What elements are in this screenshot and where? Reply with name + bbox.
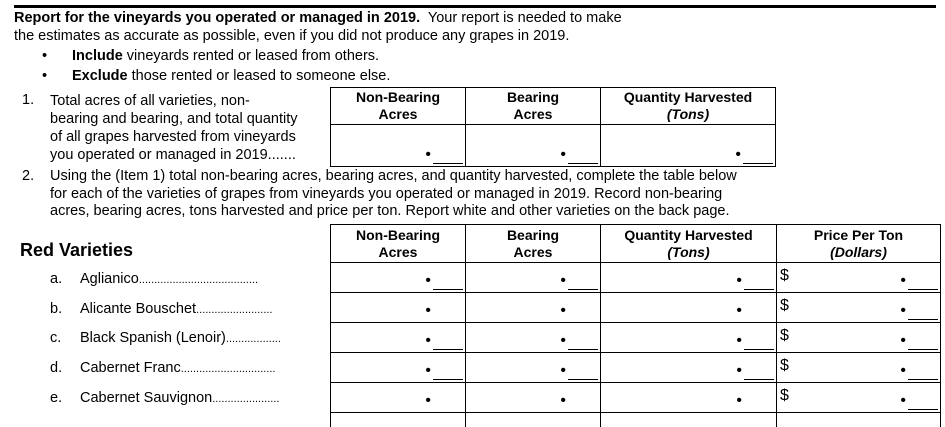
variety-label: a. Aglianico.............................… (50, 271, 259, 287)
decimal-point: • (560, 362, 566, 379)
bullet-exclude: • Exclude those rented or leased to someo… (42, 68, 391, 84)
col-bearing: Bearing Acres (465, 224, 601, 263)
col-bearing: Bearing Acres (465, 87, 601, 125)
variety-label: b. Alicante Bouschet.....................… (50, 300, 273, 317)
cell[interactable] (600, 412, 777, 427)
bearing-input[interactable]: • (465, 322, 601, 353)
intro-line-2: the estimates as accurate as possible, e… (14, 28, 570, 44)
total-bearing-input[interactable]: • (465, 124, 601, 167)
decimal-point: • (736, 392, 742, 409)
top-rule (14, 5, 936, 8)
cell[interactable] (330, 412, 466, 427)
decimal-point: • (560, 392, 566, 409)
col-non-bearing: Non-Bearing Acres (330, 87, 466, 125)
item1-text: Total acres of all varieties, non-bearin… (50, 93, 298, 163)
variety-label: d. Cabernet Franc........................… (50, 360, 276, 377)
bearing-input[interactable]: • (465, 352, 601, 383)
decimal-point: • (900, 392, 906, 409)
decimal-point: • (900, 332, 906, 349)
decimal-point: • (736, 362, 742, 379)
decimal-point: • (900, 272, 906, 289)
non-bearing-input[interactable]: • (330, 322, 466, 353)
decimal-point: • (736, 272, 742, 289)
dollar-sign: $ (780, 297, 789, 314)
variety-row: • • • $ • (330, 352, 941, 383)
non-bearing-input[interactable]: • (330, 352, 466, 383)
decimal-point: • (900, 302, 906, 319)
variety-row: • • • $ • (330, 292, 941, 323)
decimal-point: • (560, 272, 566, 289)
totals-table: Non-Bearing Acres Bearing Acres Quantity H… (330, 87, 776, 167)
decimal-point: • (425, 272, 431, 289)
variety-row-partial (330, 412, 941, 427)
intro-line-1: Report for the vineyards you operated or… (14, 10, 622, 26)
quantity-input[interactable]: • (600, 382, 777, 413)
non-bearing-input[interactable]: • (330, 262, 466, 293)
variety-label: e. Cabernet Sauvignon....................… (50, 389, 280, 406)
col-quantity: Quantity Harvested (Tons) (600, 224, 777, 263)
red-varieties-table: Non-Bearing Acres Bearing Acres Quantity H… (330, 224, 941, 427)
item2-text: Using the (Item 1) total non-bearing acr… (50, 168, 737, 219)
price-input[interactable]: $ • (776, 292, 941, 323)
price-input[interactable]: $ • (776, 262, 941, 293)
decimal-point: • (560, 302, 566, 319)
decimal-point: • (736, 332, 742, 349)
variety-row: • • • $ • (330, 382, 941, 413)
decimal-point: • (560, 332, 566, 349)
total-quantity-input[interactable]: • (600, 124, 776, 167)
col-quantity: Quantity Harvested (Tons) (600, 87, 776, 125)
price-input[interactable]: $ • (776, 352, 941, 383)
dollar-sign: $ (780, 357, 789, 374)
quantity-input[interactable]: • (600, 292, 777, 323)
non-bearing-input[interactable]: • (330, 292, 466, 323)
bearing-input[interactable]: • (465, 382, 601, 413)
bearing-input[interactable]: • (465, 292, 601, 323)
price-input[interactable]: $ • (776, 382, 941, 413)
variety-row: • • • $ • (330, 262, 941, 293)
quantity-input[interactable]: • (600, 322, 777, 353)
item1-number: 1. (22, 92, 35, 108)
decimal-point: • (425, 332, 431, 349)
bearing-input[interactable]: • (465, 262, 601, 293)
item2-number: 2. (22, 168, 35, 184)
red-varieties-heading: Red Varieties (20, 240, 134, 260)
variety-label: c. Black Spanish (Lenoir)................… (50, 330, 281, 347)
dollar-sign: $ (780, 327, 789, 344)
quantity-input[interactable]: • (600, 262, 777, 293)
dollar-sign: $ (780, 267, 789, 284)
non-bearing-input[interactable]: • (330, 382, 466, 413)
decimal-point: • (900, 362, 906, 379)
decimal-point: • (425, 362, 431, 379)
price-input[interactable]: $ • (776, 322, 941, 353)
dollar-sign: $ (780, 387, 789, 404)
decimal-point: • (425, 392, 431, 409)
col-price: Price Per Ton (Dollars) (776, 224, 941, 263)
cell[interactable] (776, 412, 941, 427)
total-non-bearing-input[interactable]: • (330, 124, 466, 167)
bullet-include: • Include vineyards rented or leased from… (42, 48, 380, 64)
quantity-input[interactable]: • (600, 352, 777, 383)
decimal-point: • (425, 302, 431, 319)
variety-row: • • • $ • (330, 322, 941, 353)
col-non-bearing: Non-Bearing Acres (330, 224, 466, 263)
cell[interactable] (465, 412, 601, 427)
decimal-point: • (736, 302, 742, 319)
